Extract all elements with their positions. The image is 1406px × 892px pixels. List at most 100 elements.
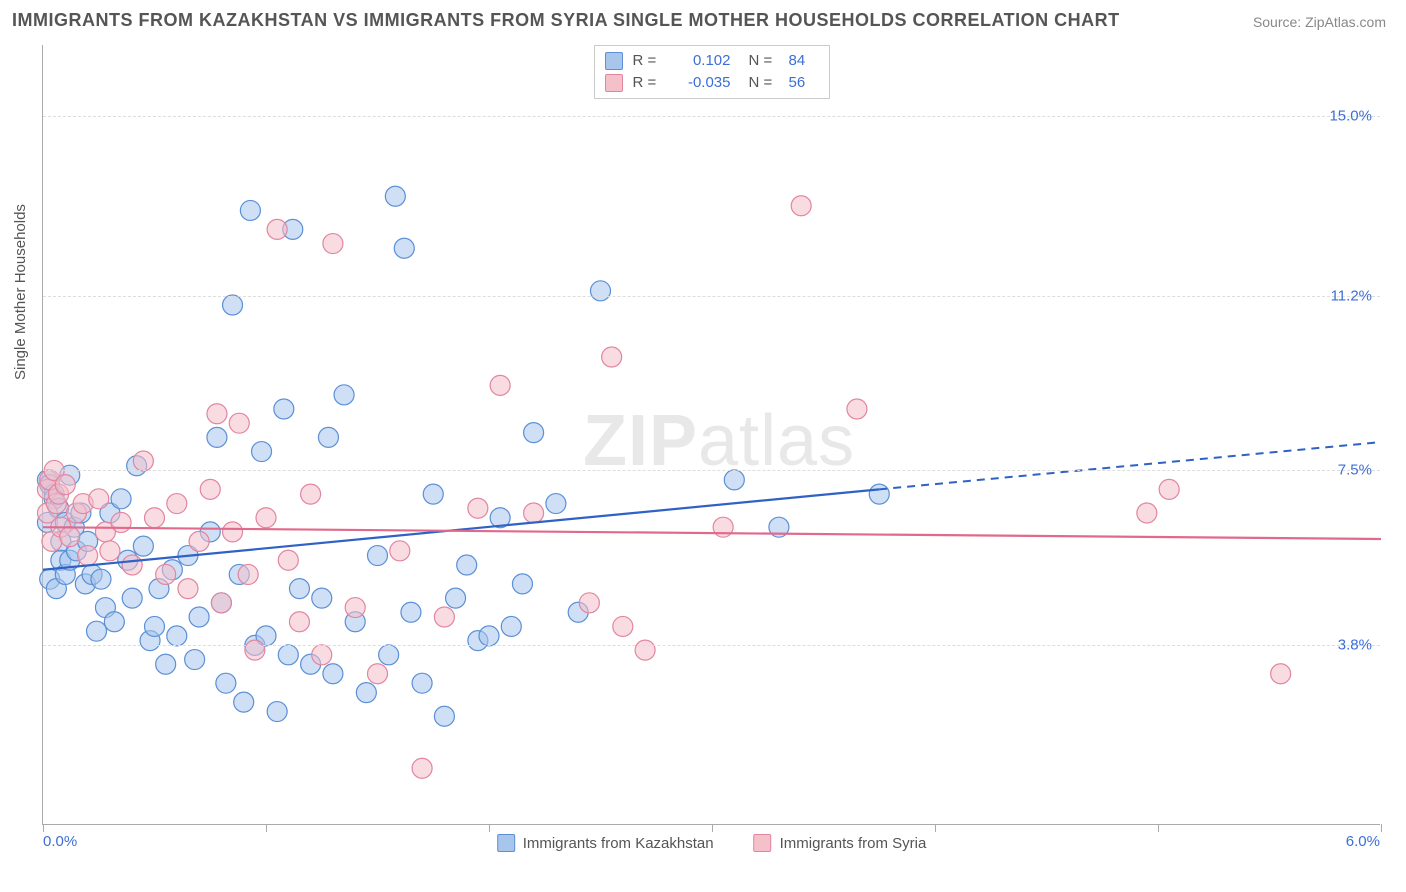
scatter-point [274, 399, 294, 419]
scatter-point [207, 404, 227, 424]
scatter-point [1137, 503, 1157, 523]
scatter-point [91, 569, 111, 589]
legend-bottom-item-1: Immigrants from Syria [754, 834, 927, 852]
legend-stats-row-0: R = 0.102 N = 84 [605, 50, 819, 72]
scatter-point [167, 626, 187, 646]
scatter-point [301, 484, 321, 504]
scatter-point [267, 702, 287, 722]
scatter-point [189, 607, 209, 627]
scatter-point [229, 413, 249, 433]
scatter-point [724, 470, 744, 490]
scatter-point [178, 579, 198, 599]
legend-stats-box: R = 0.102 N = 84 R = -0.035 N = 56 [594, 45, 830, 99]
scatter-point [318, 427, 338, 447]
scatter-point [211, 593, 231, 613]
scatter-point [122, 588, 142, 608]
scatter-point [546, 494, 566, 514]
scatter-point [289, 579, 309, 599]
legend-swatch-0 [605, 52, 623, 70]
scatter-point [207, 427, 227, 447]
scatter-point [223, 522, 243, 542]
scatter-point [434, 607, 454, 627]
legend-r-label-1: R = [633, 72, 663, 94]
scatter-point [434, 706, 454, 726]
legend-r-label-0: R = [633, 50, 663, 72]
scatter-point [579, 593, 599, 613]
legend-r-value-1: -0.035 [673, 72, 731, 94]
scatter-point [185, 650, 205, 670]
scatter-point [252, 442, 272, 462]
scatter-point [240, 200, 260, 220]
scatter-point [613, 616, 633, 636]
scatter-point [385, 186, 405, 206]
scatter-point [490, 375, 510, 395]
scatter-point [189, 531, 209, 551]
scatter-point [323, 234, 343, 254]
legend-bottom-item-0: Immigrants from Kazakhstan [497, 834, 714, 852]
y-tick-label: 11.2% [1331, 287, 1372, 304]
scatter-point [122, 555, 142, 575]
scatter-point [60, 527, 80, 547]
scatter-point [89, 489, 109, 509]
legend-n-label-0: N = [749, 50, 779, 72]
chart-title: IMMIGRANTS FROM KAZAKHSTAN VS IMMIGRANTS… [12, 10, 1120, 31]
scatter-point [111, 489, 131, 509]
scatter-point [156, 564, 176, 584]
scatter-point [104, 612, 124, 632]
scatter-point [791, 196, 811, 216]
legend-r-value-0: 0.102 [673, 50, 731, 72]
scatter-point [368, 546, 388, 566]
scatter-point [145, 616, 165, 636]
scatter-point [312, 588, 332, 608]
scatter-point [401, 602, 421, 622]
scatter-point [412, 673, 432, 693]
scatter-point [479, 626, 499, 646]
scatter-point [1271, 664, 1291, 684]
legend-n-label-1: N = [749, 72, 779, 94]
scatter-point [245, 640, 265, 660]
scatter-point [55, 475, 75, 495]
scatter-point [216, 673, 236, 693]
scatter-point [468, 498, 488, 518]
scatter-point [223, 295, 243, 315]
y-tick-label: 3.8% [1338, 637, 1372, 654]
scatter-point [323, 664, 343, 684]
scatter-point [100, 541, 120, 561]
scatter-point [379, 645, 399, 665]
legend-bottom-swatch-1 [754, 834, 772, 852]
legend-n-value-0: 84 [789, 50, 819, 72]
scatter-point [267, 219, 287, 239]
y-tick-label: 7.5% [1338, 462, 1372, 479]
scatter-point [334, 385, 354, 405]
scatter-point [524, 423, 544, 443]
scatter-point [457, 555, 477, 575]
scatter-point [345, 598, 365, 618]
scatter-point [390, 541, 410, 561]
scatter-point [446, 588, 466, 608]
scatter-point [133, 451, 153, 471]
legend-bottom: Immigrants from Kazakhstan Immigrants fr… [497, 834, 927, 852]
scatter-point [423, 484, 443, 504]
scatter-point [602, 347, 622, 367]
source-label: Source: ZipAtlas.com [1253, 14, 1386, 30]
legend-bottom-label-1: Immigrants from Syria [780, 835, 927, 852]
y-axis-label: Single Mother Households [12, 204, 29, 380]
scatter-point [394, 238, 414, 258]
legend-stats-row-1: R = -0.035 N = 56 [605, 72, 819, 94]
scatter-point [167, 494, 187, 514]
y-tick-label: 15.0% [1329, 107, 1372, 124]
scatter-point [278, 550, 298, 570]
scatter-point [200, 479, 220, 499]
scatter-point [278, 645, 298, 665]
trend-line-dashed [879, 442, 1381, 489]
scatter-point [512, 574, 532, 594]
scatter-point [133, 536, 153, 556]
scatter-point [501, 616, 521, 636]
plot-area: ZIPatlas 0.0% 6.0% R = 0.102 N = 84 R = … [42, 45, 1380, 825]
scatter-point [635, 640, 655, 660]
scatter-point [356, 683, 376, 703]
scatter-point [78, 546, 98, 566]
scatter-point [368, 664, 388, 684]
chart-svg [43, 45, 1380, 824]
legend-n-value-1: 56 [789, 72, 819, 94]
